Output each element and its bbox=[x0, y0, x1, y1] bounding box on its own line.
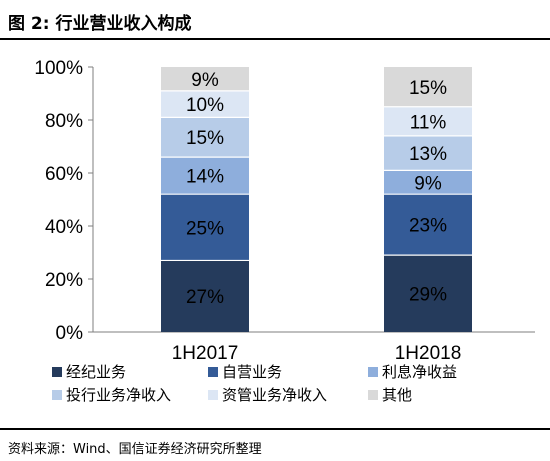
data-label: 14% bbox=[186, 167, 224, 188]
x-category-label: 1H2018 bbox=[395, 343, 462, 364]
data-label: 11% bbox=[410, 112, 447, 133]
data-label: 25% bbox=[186, 218, 224, 239]
data-label: 10% bbox=[186, 95, 224, 116]
bar-segment bbox=[384, 194, 472, 256]
bar-segment bbox=[161, 67, 249, 91]
data-label: 23% bbox=[409, 216, 447, 237]
data-label: 29% bbox=[409, 285, 447, 306]
y-tick-label: 100% bbox=[34, 58, 83, 79]
figure-header: 图 2: 行业营业收入构成 bbox=[0, 0, 550, 40]
y-tick-label: 0% bbox=[56, 323, 84, 344]
legend-label: 利息净收益 bbox=[382, 363, 457, 381]
legend-swatch bbox=[208, 367, 218, 377]
legend-swatch bbox=[52, 367, 62, 377]
data-label: 9% bbox=[414, 173, 442, 194]
legend-label: 自营业务 bbox=[222, 363, 282, 381]
bar-segment bbox=[161, 157, 249, 195]
bar-segment bbox=[161, 194, 249, 261]
y-tick-label: 40% bbox=[45, 217, 83, 238]
x-category-label: 1H2017 bbox=[172, 343, 239, 364]
figure-title: 图 2: 行业营业收入构成 bbox=[8, 14, 192, 34]
bar-segment bbox=[161, 117, 249, 158]
stacked-bar-chart: 0% 20% 40% 60% 80% 100% 27% 25% 14% 15% 10% 9% 1H201… bbox=[34, 58, 535, 404]
legend-label: 经纪业务 bbox=[66, 363, 126, 381]
legend-swatch bbox=[208, 390, 218, 400]
legend-label: 其他 bbox=[382, 386, 412, 404]
bar-segment bbox=[161, 90, 249, 118]
bar-segment bbox=[161, 260, 249, 332]
y-tick-label: 20% bbox=[45, 270, 83, 291]
figure-footer: 资料来源：Wind、国信证券经济研究所整理 bbox=[0, 428, 550, 461]
legend-label: 投行业务净收入 bbox=[66, 386, 171, 404]
data-label: 13% bbox=[409, 144, 447, 165]
data-label: 9% bbox=[191, 70, 219, 91]
legend-swatch bbox=[368, 390, 378, 400]
legend-swatch bbox=[52, 390, 62, 400]
data-label: 27% bbox=[186, 287, 224, 308]
bar-segment bbox=[384, 170, 472, 195]
y-tick-label: 60% bbox=[45, 164, 83, 185]
bar-segment bbox=[384, 67, 472, 107]
y-tick-label: 80% bbox=[45, 111, 83, 132]
data-label: 15% bbox=[409, 78, 447, 99]
source-note: 资料来源：Wind、国信证券经济研究所整理 bbox=[8, 442, 262, 457]
legend-label: 资管业务净收入 bbox=[222, 386, 327, 404]
bar-segment bbox=[384, 135, 472, 171]
data-label: 15% bbox=[186, 128, 224, 149]
bar-segment bbox=[384, 106, 472, 136]
bar-segment bbox=[384, 255, 472, 332]
legend-swatch bbox=[368, 367, 378, 377]
